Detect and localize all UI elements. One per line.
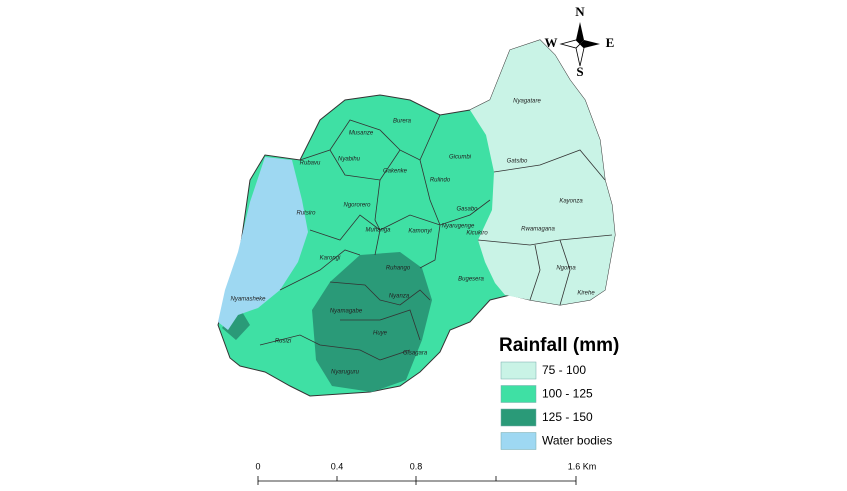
border	[374, 179, 381, 256]
border	[477, 234, 613, 246]
legend-label: Water bodies	[542, 434, 612, 448]
legend-title: Rainfall (mm)	[499, 335, 619, 356]
border	[329, 119, 401, 151]
district-label: Rutsiro	[296, 211, 316, 217]
scale-label: 0	[255, 461, 260, 471]
lake	[218, 157, 308, 330]
lake	[262, 230, 278, 280]
district-label: Ngoma	[556, 266, 576, 272]
district-label: Kirehe	[577, 291, 595, 297]
district-label: Rusizi	[275, 339, 292, 345]
compass-rose	[559, 22, 600, 67]
district-label: Nyamagabe	[330, 309, 363, 315]
district-label: Muhanga	[365, 228, 391, 234]
district-label: Huye	[373, 331, 388, 337]
legend: 75 - 100 100 - 125 125 - 150 Water bodies	[500, 361, 612, 450]
district-label: Rwamagana	[521, 227, 555, 233]
legend-label: 100 - 125	[542, 387, 593, 401]
district-label: Kayonza	[559, 199, 583, 205]
legend-label: 125 - 150	[542, 410, 593, 424]
district-label: Nyagatare	[513, 99, 541, 105]
district-label: Gakenke	[383, 169, 408, 175]
district-label: Nyaruguru	[331, 370, 360, 376]
scale-label: 1.6 Km	[568, 461, 597, 471]
border	[493, 149, 606, 181]
district-label: Kamonyi	[408, 229, 432, 235]
border	[419, 159, 441, 269]
border	[559, 239, 571, 306]
district-label: Burera	[393, 119, 412, 125]
district-label: Ruhango	[386, 266, 411, 272]
region-low	[470, 40, 615, 305]
border	[329, 281, 431, 306]
district-label: Nyamasheke	[230, 297, 266, 303]
legend-swatch	[500, 385, 537, 403]
region-high	[312, 252, 432, 392]
border	[340, 309, 421, 341]
compass-north: N	[575, 4, 585, 19]
district-label: Musanze	[349, 131, 374, 137]
region-high	[222, 305, 250, 340]
compass-west: W	[545, 35, 558, 50]
district-label: Kicukiro	[466, 231, 488, 237]
district-label: Ngororero	[343, 203, 371, 209]
district-label: Nyabihu	[338, 157, 361, 163]
scale-bar	[257, 476, 577, 485]
district-label: Gasabo	[456, 207, 478, 213]
legend-swatch	[500, 361, 537, 380]
border	[309, 199, 491, 241]
district-label: Nyarugenge	[442, 224, 475, 230]
compass-east: E	[606, 35, 615, 50]
district-label: Karongi	[320, 256, 341, 262]
scale-label: 0.8	[410, 461, 423, 471]
district-label: Nyanza	[389, 294, 410, 300]
district-label: Gisagara	[403, 351, 428, 357]
border	[279, 249, 361, 291]
scale-label: 0.4	[331, 461, 344, 471]
legend-label: 75 - 100	[542, 363, 586, 377]
legend-swatch	[500, 408, 537, 427]
compass-south: S	[576, 64, 583, 79]
legend-swatch	[500, 432, 537, 450]
district-label: Bugesera	[458, 277, 484, 283]
border	[259, 334, 411, 361]
border	[529, 244, 541, 301]
district-label: Rulindo	[430, 178, 451, 184]
district-label: Rubavu	[300, 161, 321, 167]
district-label: Gicumbi	[449, 155, 472, 161]
district-label: Gatsibo	[507, 159, 528, 165]
